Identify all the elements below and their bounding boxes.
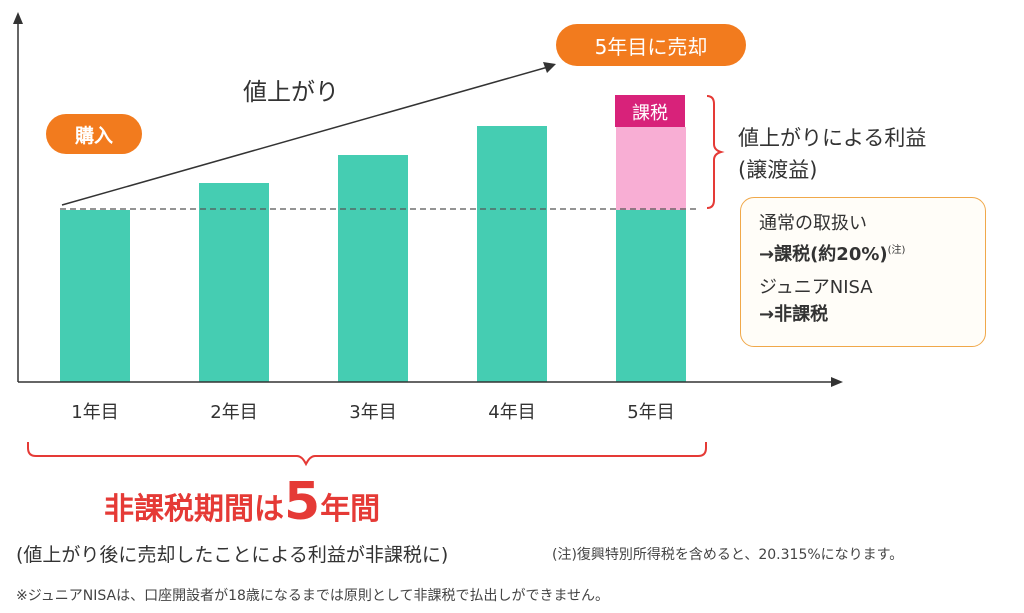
x-tick-label-3: 3年目	[349, 402, 396, 423]
footnote-withdrawal: ※ジュニアNISAは、口座開設者が18歳になるまでは原則として非課税で払出しがで…	[16, 588, 610, 604]
x-tick-label-5: 5年目	[627, 402, 674, 423]
bar-2	[199, 183, 269, 382]
rise-label: 値上がり	[243, 78, 339, 106]
bar-1	[60, 210, 130, 382]
bar-4	[477, 126, 547, 382]
y-axis-arrow	[13, 12, 23, 24]
purchase-badge: 購入	[46, 114, 142, 154]
bar-3	[338, 155, 408, 382]
treatment-nisa-label: ジュニアNISA	[759, 277, 873, 298]
tax-tag-box	[615, 95, 685, 127]
rise-arrow-line	[61, 66, 549, 206]
treatment-normal-value: →課税(約20%)(注)	[759, 237, 985, 268]
x-tick-label-2: 2年目	[210, 402, 257, 423]
x-axis-arrow	[831, 377, 843, 387]
x-tick-label-4: 4年目	[488, 402, 535, 423]
tax-treatment-box: 通常の取扱い →課税(約20%)(注) ジュニアNISA →非課税	[740, 197, 986, 347]
footnote-tax: (注)復興特別所得税を含めると、20.315%になります。	[552, 547, 904, 563]
period-bracket	[27, 442, 707, 467]
period-explanation: (値上がり後に売却したことによる利益が非課税に)	[16, 544, 449, 566]
gain-label-line1: 値上がりによる利益	[738, 126, 927, 150]
treatment-note-mark: (注)	[887, 245, 906, 256]
purchase-label: 購入	[74, 124, 113, 147]
treatment-normal-label: 通常の取扱い	[759, 213, 867, 234]
gain-bracket	[706, 95, 725, 209]
period-number: 5	[284, 472, 321, 532]
treatment-normal-rate: →課税(約20%)	[759, 244, 888, 265]
period-suffix: 年間	[320, 492, 381, 527]
bar-5-gain-segment	[616, 127, 686, 210]
sell-badge: 5年目に売却	[556, 24, 746, 66]
bar-5	[616, 210, 686, 382]
x-tick-label-1: 1年目	[71, 402, 118, 423]
period-prefix: 非課税期間は	[104, 492, 284, 527]
period-title: 非課税期間は5年間	[104, 474, 380, 542]
treatment-nisa-value: →非課税	[759, 304, 829, 325]
tax-tag-label: 課税	[632, 103, 668, 124]
sell-label: 5年目に売却	[594, 34, 708, 59]
gain-label-line2: (譲渡益)	[738, 158, 818, 182]
rise-arrow-head	[543, 62, 556, 73]
